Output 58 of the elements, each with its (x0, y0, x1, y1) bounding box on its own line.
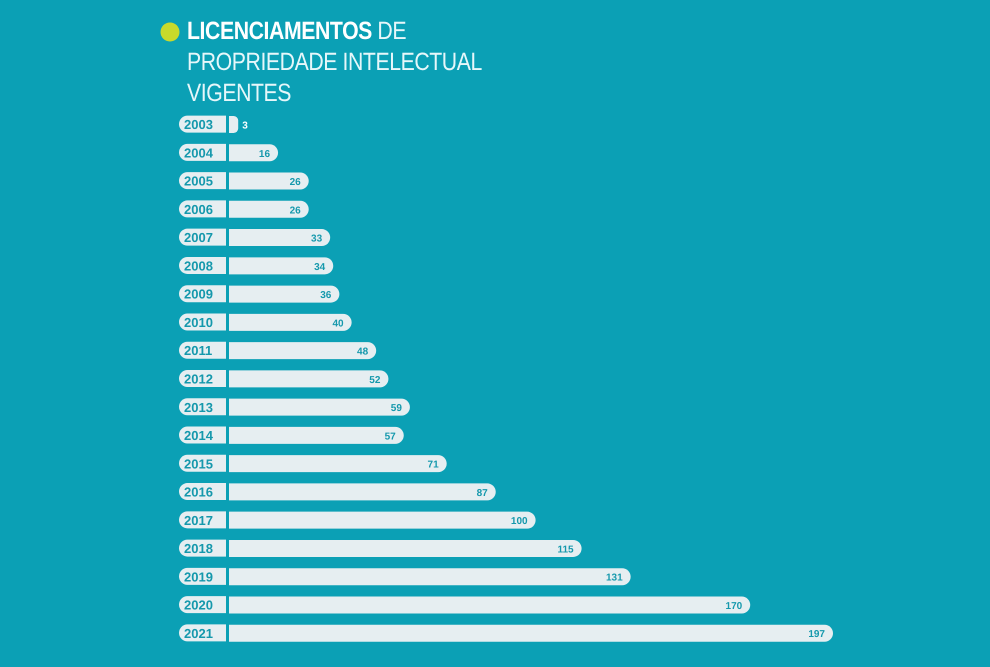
y-tick-label: 2013 (184, 400, 213, 415)
y-tick-label: 2021 (184, 626, 213, 641)
data-label: 52 (369, 374, 381, 386)
chart-title: LICENCIAMENTOS DE PROPRIEDADE INTELECTUAL VIGENTES (187, 17, 482, 107)
y-tick-label: 2005 (184, 174, 213, 189)
bar (229, 370, 388, 388)
data-label: 197 (808, 629, 826, 640)
data-label: 59 (390, 403, 402, 414)
bar (229, 314, 352, 331)
y-tick-label: 2011 (184, 343, 212, 358)
data-label: 57 (384, 431, 396, 442)
bar (229, 172, 309, 190)
y-tick-label: 2019 (184, 569, 213, 584)
data-label: 34 (314, 262, 326, 273)
data-label: 3 (242, 120, 248, 132)
data-label: 87 (476, 488, 488, 499)
y-tick-label: 2006 (184, 202, 213, 217)
data-label: 36 (320, 290, 332, 302)
bar (229, 596, 750, 614)
y-tick-label: 2016 (184, 484, 213, 500)
bar (229, 540, 582, 557)
y-tick-label: 2008 (184, 258, 213, 274)
y-tick-label: 2009 (184, 286, 213, 302)
y-tick-label: 2010 (184, 314, 213, 330)
bar (229, 512, 536, 529)
y-tick-label: 2012 (184, 372, 213, 386)
data-label: 26 (290, 177, 302, 188)
data-label: 16 (258, 148, 270, 160)
y-tick-label: 2020 (184, 598, 213, 613)
y-tick-label: 2017 (184, 512, 213, 528)
data-label: 48 (357, 346, 369, 358)
y-tick-label: 2003 (184, 117, 213, 132)
bar (229, 116, 238, 133)
data-label: 131 (606, 572, 624, 584)
y-tick-label: 2004 (184, 145, 214, 160)
bar (229, 144, 278, 162)
data-label: 40 (332, 318, 344, 330)
y-tick-label: 2007 (184, 230, 213, 246)
data-label: 71 (428, 460, 440, 471)
y-tick-label: 2018 (184, 541, 213, 556)
bar (229, 483, 496, 500)
y-tick-label: 2014 (184, 428, 214, 444)
data-label: 100 (510, 516, 528, 528)
bar (229, 229, 330, 246)
bar (229, 286, 340, 303)
bar (229, 398, 410, 416)
data-label: 26 (290, 205, 302, 216)
data-label: 115 (557, 544, 574, 556)
bar (229, 200, 309, 218)
data-label: 170 (726, 600, 743, 612)
y-tick-label: 2015 (184, 456, 213, 472)
bar (229, 426, 404, 444)
bar (229, 624, 833, 642)
data-label: 33 (311, 234, 323, 245)
bar (229, 568, 631, 586)
bar (229, 257, 334, 274)
bar (229, 455, 447, 472)
bar (229, 342, 376, 360)
